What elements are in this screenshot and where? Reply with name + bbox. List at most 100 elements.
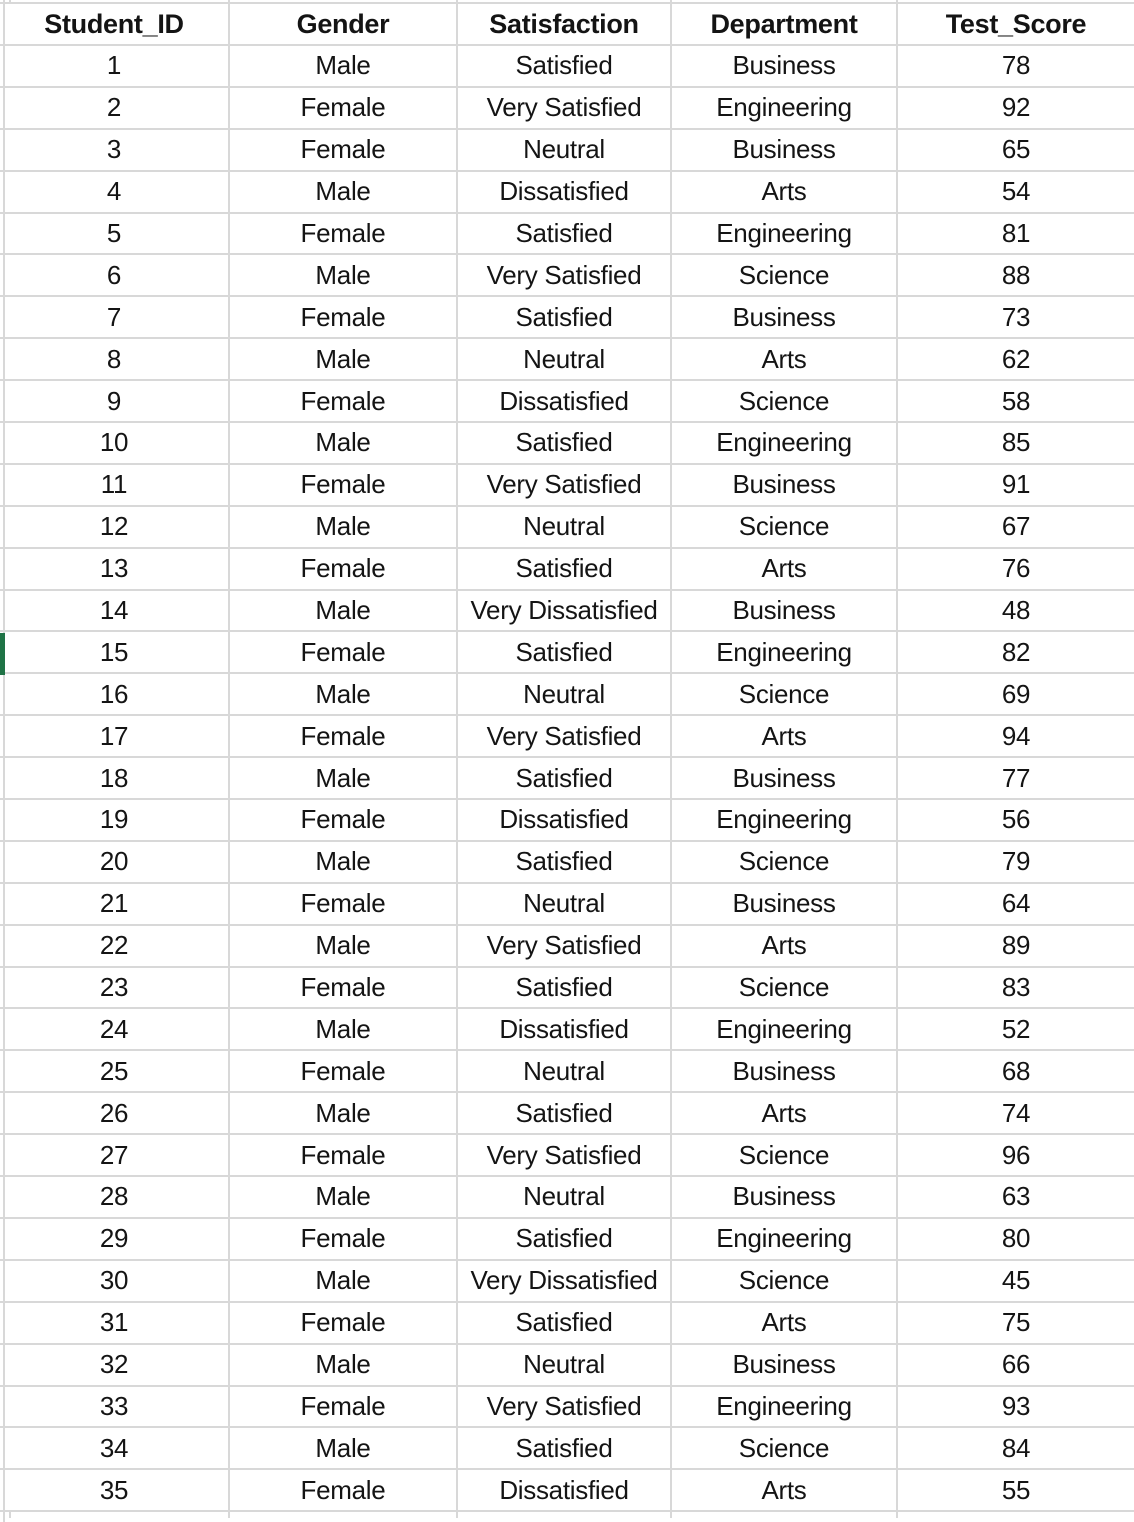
grid-cell[interactable]: Business: [670, 881, 898, 926]
grid-cell[interactable]: Arts: [670, 1091, 898, 1136]
grid-cell[interactable]: Science: [670, 379, 898, 424]
grid-cell[interactable]: 23: [0, 965, 230, 1010]
grid-cell[interactable]: 96: [896, 1133, 1134, 1178]
grid-cell[interactable]: Male: [228, 504, 458, 549]
grid-cell[interactable]: Satisfied: [456, 211, 672, 256]
grid-cell[interactable]: 27: [0, 1133, 230, 1178]
grid-cell[interactable]: Female: [228, 714, 458, 759]
grid-cell[interactable]: Male: [228, 1175, 458, 1219]
grid-cell[interactable]: Dissatisfied: [456, 379, 672, 424]
grid-cell[interactable]: [9, 1510, 230, 1519]
grid-cell[interactable]: Male: [228, 1091, 458, 1136]
grid-cell[interactable]: 19: [0, 798, 230, 842]
column-header-gender[interactable]: Gender: [228, 2, 458, 46]
grid-cell[interactable]: Male: [228, 1258, 458, 1303]
grid-cell[interactable]: 33: [0, 1384, 230, 1429]
grid-cell[interactable]: Male: [228, 588, 458, 633]
grid-cell[interactable]: Neutral: [456, 1342, 672, 1387]
grid-cell[interactable]: Male: [228, 253, 458, 298]
grid-cell[interactable]: 29: [0, 1216, 230, 1261]
grid-cell[interactable]: 13: [0, 546, 230, 591]
grid-cell[interactable]: [228, 1510, 458, 1519]
grid-cell[interactable]: Arts: [670, 337, 898, 382]
grid-cell[interactable]: Science: [670, 504, 898, 549]
grid-cell[interactable]: Satisfied: [456, 756, 672, 801]
grid-cell[interactable]: 11: [0, 462, 230, 507]
grid-cell[interactable]: Female: [228, 798, 458, 842]
grid-cell[interactable]: Female: [228, 1216, 458, 1261]
grid-cell[interactable]: Neutral: [456, 1175, 672, 1219]
grid-cell[interactable]: 28: [0, 1175, 230, 1219]
grid-cell[interactable]: Business: [670, 44, 898, 88]
grid-cell[interactable]: Male: [228, 923, 458, 968]
grid-cell[interactable]: Business: [670, 588, 898, 633]
grid-cell[interactable]: Satisfied: [456, 1426, 672, 1471]
grid-cell[interactable]: 74: [896, 1091, 1134, 1136]
grid-cell[interactable]: Business: [670, 127, 898, 172]
grid-cell[interactable]: Science: [670, 965, 898, 1010]
grid-cell[interactable]: Neutral: [456, 672, 672, 717]
grid-cell[interactable]: Science: [670, 1133, 898, 1178]
grid-cell[interactable]: [670, 1510, 898, 1519]
grid-cell[interactable]: Engineering: [670, 1216, 898, 1261]
grid-cell[interactable]: Science: [670, 839, 898, 884]
grid-cell[interactable]: 12: [0, 504, 230, 549]
grid-cell[interactable]: Engineering: [670, 211, 898, 256]
grid-cell[interactable]: Science: [670, 1258, 898, 1303]
grid-cell[interactable]: 2: [0, 85, 230, 130]
grid-cell[interactable]: 58: [896, 379, 1134, 424]
grid-cell[interactable]: 21: [0, 881, 230, 926]
grid-cell[interactable]: 78: [896, 44, 1134, 88]
grid-cell[interactable]: Male: [228, 421, 458, 465]
grid-cell[interactable]: Science: [670, 672, 898, 717]
grid-cell[interactable]: Very Satisfied: [456, 1384, 672, 1429]
grid-cell[interactable]: Arts: [670, 1468, 898, 1513]
grid-cell[interactable]: Very Satisfied: [456, 714, 672, 759]
grid-cell[interactable]: Business: [670, 1175, 898, 1219]
grid-cell[interactable]: 77: [896, 756, 1134, 801]
grid-cell[interactable]: Business: [670, 1342, 898, 1387]
grid-cell[interactable]: 75: [896, 1300, 1134, 1345]
grid-cell[interactable]: 17: [0, 714, 230, 759]
grid-cell[interactable]: 68: [896, 1049, 1134, 1094]
grid-cell[interactable]: 63: [896, 1175, 1134, 1219]
grid-cell[interactable]: Female: [228, 881, 458, 926]
grid-cell[interactable]: 31: [0, 1300, 230, 1345]
grid-cell[interactable]: 79: [896, 839, 1134, 884]
grid-cell[interactable]: Engineering: [670, 798, 898, 842]
grid-cell[interactable]: 67: [896, 504, 1134, 549]
column-header-test_score[interactable]: Test_Score: [896, 2, 1134, 46]
grid-cell[interactable]: 3: [0, 127, 230, 172]
grid-cell[interactable]: Engineering: [670, 630, 898, 675]
grid-cell[interactable]: Neutral: [456, 127, 672, 172]
grid-cell[interactable]: Engineering: [670, 421, 898, 465]
grid-cell[interactable]: Male: [228, 839, 458, 884]
grid-cell[interactable]: Male: [228, 672, 458, 717]
grid-cell[interactable]: Very Satisfied: [456, 462, 672, 507]
grid-cell[interactable]: 9: [0, 379, 230, 424]
grid-cell[interactable]: 82: [896, 630, 1134, 675]
grid-cell[interactable]: 83: [896, 965, 1134, 1010]
grid-cell[interactable]: Very Satisfied: [456, 253, 672, 298]
grid-cell[interactable]: 93: [896, 1384, 1134, 1429]
grid-cell[interactable]: Satisfied: [456, 1091, 672, 1136]
grid-cell[interactable]: Very Satisfied: [456, 1133, 672, 1178]
grid-cell[interactable]: 76: [896, 546, 1134, 591]
grid-cell[interactable]: Satisfied: [456, 44, 672, 88]
grid-cell[interactable]: 64: [896, 881, 1134, 926]
grid-cell[interactable]: Female: [228, 127, 458, 172]
grid-cell[interactable]: Neutral: [456, 337, 672, 382]
grid-cell[interactable]: Engineering: [670, 85, 898, 130]
grid-cell[interactable]: 56: [896, 798, 1134, 842]
grid-cell[interactable]: 16: [0, 672, 230, 717]
grid-cell[interactable]: 26: [0, 1091, 230, 1136]
grid-cell[interactable]: Arts: [670, 546, 898, 591]
grid-cell[interactable]: 10: [0, 421, 230, 465]
grid-cell[interactable]: 55: [896, 1468, 1134, 1513]
grid-cell[interactable]: Male: [228, 756, 458, 801]
grid-cell[interactable]: 66: [896, 1342, 1134, 1387]
grid-cell[interactable]: Male: [228, 44, 458, 88]
grid-cell[interactable]: 6: [0, 253, 230, 298]
grid-cell[interactable]: Dissatisfied: [456, 798, 672, 842]
grid-cell[interactable]: Engineering: [670, 1384, 898, 1429]
